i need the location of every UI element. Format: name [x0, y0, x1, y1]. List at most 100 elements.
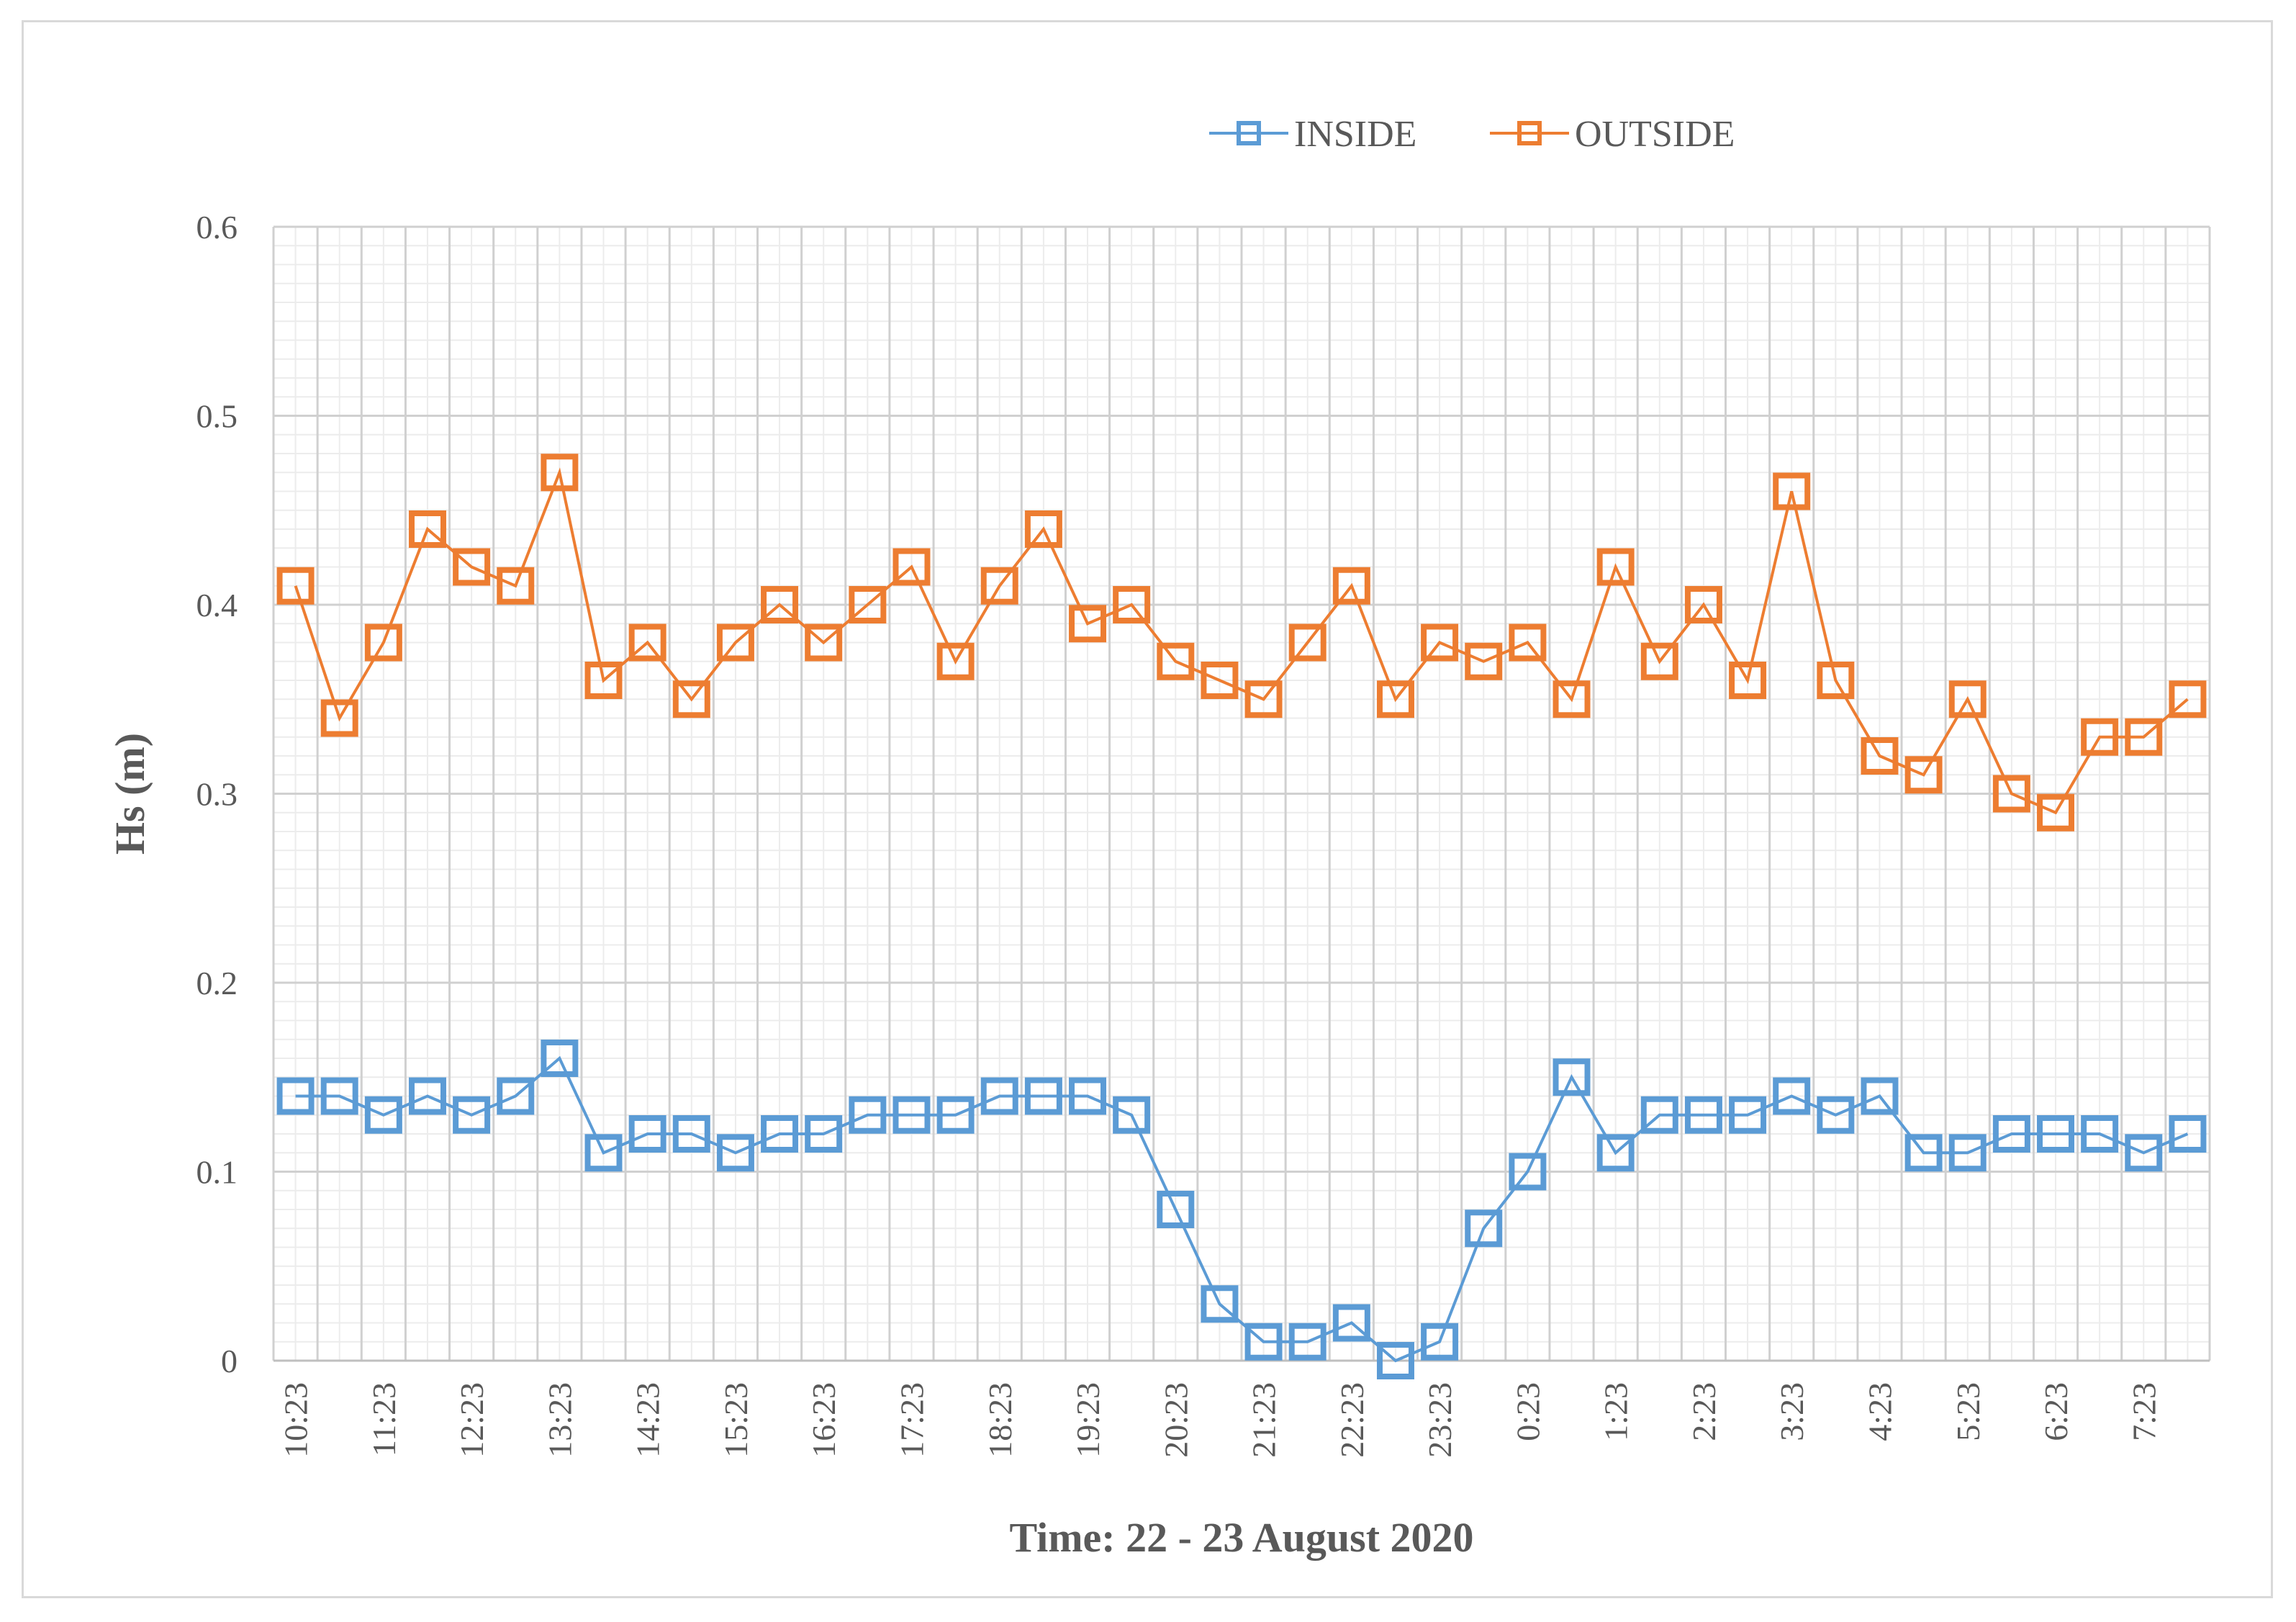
- x-tick-label: 1:23: [1598, 1382, 1635, 1441]
- inside-point: [1244, 1323, 1283, 1361]
- inside-point: [2037, 1115, 2075, 1153]
- inside-point: [1421, 1323, 1459, 1361]
- outside-point: [1157, 642, 1195, 680]
- inside-point: [761, 1115, 799, 1153]
- inside-point: [276, 1077, 315, 1115]
- y-tick-label: 0.2: [196, 965, 238, 1001]
- inside-series-line: [295, 1055, 2189, 1363]
- inside-point: [2125, 1134, 2163, 1172]
- x-tick-label: 13:23: [541, 1382, 578, 1458]
- legend-outside-label: OUTSIDE: [1575, 114, 1735, 155]
- legend-item-inside: INSIDE: [1209, 114, 1416, 155]
- inside-point: [1861, 1077, 1899, 1115]
- x-tick-label: 4:23: [1861, 1382, 1898, 1441]
- inside-point: [1552, 1058, 1591, 1096]
- outside-point: [1421, 623, 1459, 662]
- inside-point: [936, 1096, 975, 1134]
- x-tick-label: 2:23: [1686, 1382, 1722, 1441]
- legend-inside-label: INSIDE: [1294, 114, 1416, 155]
- inside-point: [980, 1077, 1018, 1115]
- inside-point: [1465, 1209, 1503, 1248]
- outside-point: [1904, 756, 1943, 794]
- inside-point: [1773, 1077, 1811, 1115]
- x-tick-label: 10:23: [278, 1382, 315, 1458]
- y-tick-label: 0.4: [196, 587, 238, 623]
- outside-point: [1201, 662, 1239, 699]
- outside-point: [805, 623, 843, 662]
- outside-point: [1509, 623, 1547, 662]
- outside-point: [364, 623, 402, 662]
- x-tick-label: 14:23: [630, 1382, 666, 1458]
- outside-point: [936, 642, 975, 680]
- x-tick-label: 20:23: [1157, 1382, 1194, 1458]
- x-tick-label: 17:23: [893, 1382, 930, 1458]
- x-axis-title: Time: 22 - 23 August 2020: [1009, 1514, 1473, 1561]
- x-tick-label: 12:23: [453, 1382, 490, 1458]
- major-gridlines: [272, 225, 2211, 1362]
- inside-point: [453, 1096, 491, 1134]
- x-tick-label: 15:23: [718, 1382, 754, 1458]
- outside-point: [761, 586, 799, 623]
- x-axis-ticks: 10:23 11:23 12:23 13:23 14:23 15:23 16:23 17:23…: [278, 1382, 2163, 1458]
- chart-frame: [22, 20, 2273, 1598]
- y-axis-ticks: 0 0.1 0.2 0.3 0.4 0.5 0.6: [196, 209, 238, 1379]
- inside-point: [849, 1096, 887, 1134]
- outside-point: [1024, 510, 1062, 548]
- y-tick-label: 0.6: [196, 209, 238, 245]
- y-tick-label: 0.1: [196, 1154, 238, 1191]
- inside-point: [1992, 1115, 2030, 1153]
- y-axis-title: Hs (m): [107, 733, 153, 855]
- inside-point: [541, 1040, 579, 1077]
- outside-point: [892, 548, 931, 586]
- outside-point: [1552, 680, 1591, 718]
- x-tick-label: 22:23: [1334, 1382, 1370, 1458]
- inside-point: [672, 1115, 710, 1153]
- outside-point: [1376, 680, 1414, 718]
- series-layer: [276, 454, 2207, 1379]
- outside-point: [1640, 642, 1678, 680]
- inside-point: [584, 1134, 623, 1172]
- inside-point: [628, 1115, 666, 1153]
- outside-point: [1069, 605, 1107, 643]
- outside-point: [1992, 775, 2030, 813]
- legend-inside-marker: [1237, 121, 1261, 145]
- outside-point: [408, 510, 446, 548]
- outside-point: [1113, 586, 1151, 623]
- inside-point: [1817, 1096, 1855, 1134]
- inside-point: [1157, 1191, 1195, 1228]
- inside-point: [1376, 1342, 1414, 1379]
- outside-point: [276, 567, 315, 605]
- inside-point: [1069, 1077, 1107, 1115]
- inside-point: [716, 1134, 754, 1172]
- outside-point: [1861, 737, 1899, 775]
- outside-point: [1729, 662, 1767, 699]
- inside-point: [497, 1077, 535, 1115]
- x-tick-label: 0:23: [1509, 1382, 1546, 1441]
- legend-outside-marker: [1517, 121, 1542, 145]
- y-tick-label: 0.3: [196, 776, 238, 813]
- outside-point: [2037, 793, 2075, 832]
- inside-point: [1509, 1153, 1547, 1191]
- inside-point: [1288, 1323, 1326, 1361]
- y-tick-label: 0.5: [196, 398, 238, 435]
- outside-point: [2125, 718, 2163, 756]
- legend: INSIDE OUTSIDE: [1209, 114, 1735, 155]
- outside-point: [1288, 623, 1326, 662]
- outside-point: [1948, 680, 1987, 718]
- outside-point: [320, 699, 358, 737]
- y-tick-label: 0: [221, 1343, 238, 1379]
- outside-point: [584, 662, 623, 699]
- outside-point: [1465, 642, 1503, 680]
- outside-point: [1596, 548, 1635, 586]
- x-tick-label: 5:23: [1950, 1382, 1987, 1441]
- inside-point: [1684, 1096, 1722, 1134]
- inside-point: [1201, 1285, 1239, 1323]
- x-tick-label: 16:23: [805, 1382, 842, 1458]
- outside-point: [541, 454, 579, 492]
- inside-point: [364, 1096, 402, 1134]
- inside-point: [1948, 1134, 1987, 1172]
- inside-point: [2169, 1115, 2207, 1153]
- x-tick-label: 11:23: [366, 1382, 402, 1456]
- inside-point: [805, 1115, 843, 1153]
- outside-point: [453, 548, 491, 586]
